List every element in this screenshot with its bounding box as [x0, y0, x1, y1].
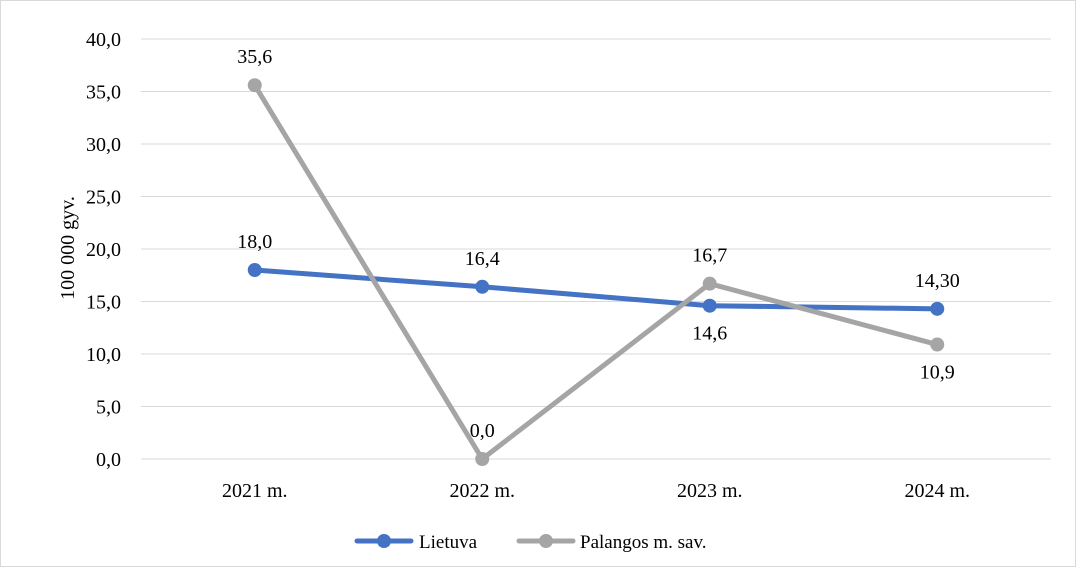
data-point [247, 78, 262, 93]
data-labels: 18,0 16,4 14,6 14,30 35,6 0,0 16,7 10,9 [237, 46, 960, 442]
y-tick-label: 0,0 [96, 449, 121, 471]
legend-label: Palangos m. sav. [580, 532, 706, 553]
y-tick-label: 5,0 [96, 397, 121, 419]
data-label: 0,0 [470, 420, 495, 442]
data-point [475, 279, 490, 294]
x-tick-label: 2023 m. [677, 480, 743, 502]
data-point [930, 337, 945, 352]
x-tick-label: 2022 m. [449, 480, 515, 502]
legend-label: Lietuva [419, 532, 478, 553]
legend: Lietuva Palangos m. sav. [354, 532, 706, 553]
gridlines [141, 38, 1051, 460]
x-tick-label: 2024 m. [904, 480, 970, 502]
y-axis-title: 100 000 gyv. [57, 196, 79, 300]
data-label: 16,7 [692, 245, 727, 267]
series-lines [247, 78, 945, 466]
y-tick-label: 20,0 [86, 239, 121, 261]
legend-marker [539, 534, 553, 548]
data-point [247, 263, 262, 277]
data-point [930, 301, 945, 316]
y-tick-label: 35,0 [86, 82, 121, 104]
data-label: 10,9 [920, 362, 955, 384]
data-label: 18,0 [237, 231, 272, 253]
data-point [702, 276, 717, 291]
data-label: 16,4 [465, 248, 500, 270]
data-point [702, 298, 717, 313]
y-tick-label: 30,0 [86, 134, 121, 156]
data-label: 14,6 [692, 323, 727, 345]
x-tick-label: 2021 m. [222, 480, 288, 502]
y-tick-label: 10,0 [86, 344, 121, 366]
legend-marker [377, 534, 391, 548]
y-axis-ticks: 0,0 5,0 10,0 15,0 20,0 25,0 30,0 35,0 40,0 [86, 29, 121, 471]
y-tick-label: 15,0 [86, 292, 121, 314]
y-tick-label: 25,0 [86, 187, 121, 209]
series-line-0 [252, 267, 940, 312]
data-label: 14,30 [915, 270, 960, 292]
data-point [475, 452, 490, 466]
series-line-1 [252, 82, 940, 462]
y-tick-label: 40,0 [86, 29, 121, 51]
data-label: 35,6 [237, 46, 272, 68]
x-axis-ticks: 2021 m. 2022 m. 2023 m. 2024 m. [222, 480, 970, 502]
